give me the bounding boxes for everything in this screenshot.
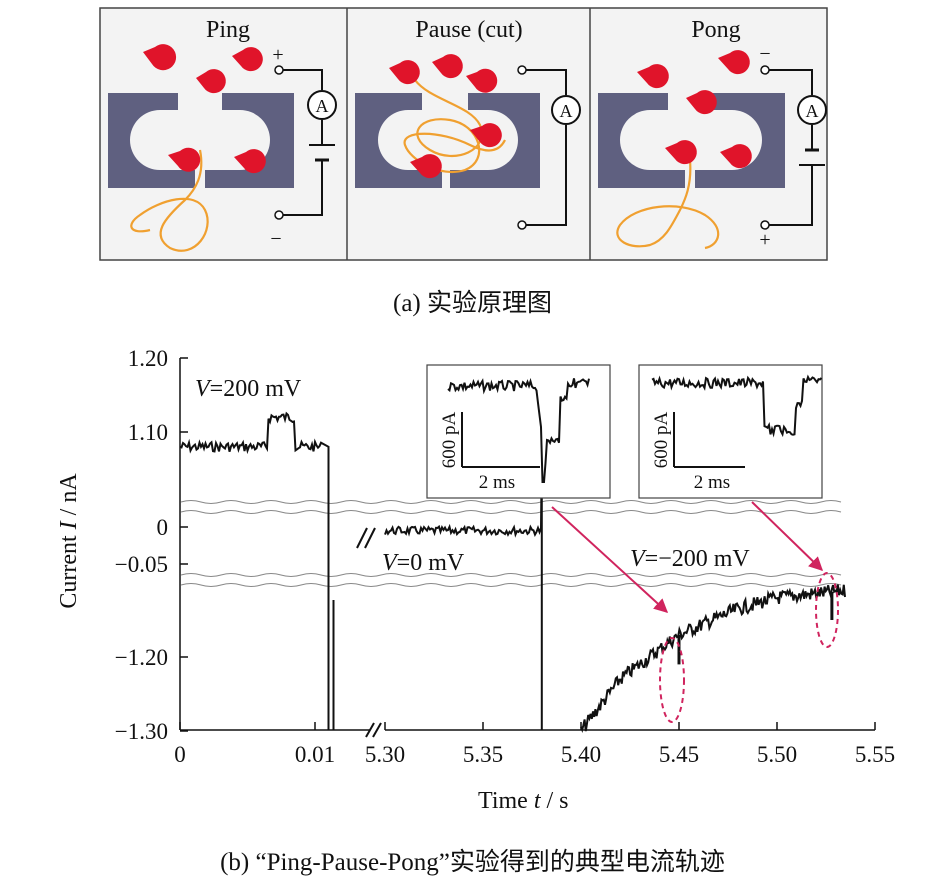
inset-left: 600 pA 2 ms <box>426 364 611 499</box>
schematic-frame <box>99 7 828 261</box>
x-tick-label: 5.30 <box>365 742 405 767</box>
event-highlight <box>815 572 839 648</box>
dna-strand <box>616 159 720 250</box>
ping-panel: Ping A + − <box>108 17 337 252</box>
schematic-panel: Ping A + − Pause (cut) <box>99 7 828 261</box>
y-tick-label: −0.05 <box>115 552 168 577</box>
pacman-particle <box>466 68 498 93</box>
pacman-particle <box>432 54 463 79</box>
zoom-arrow <box>751 501 824 571</box>
pong-panel: Pong A − + <box>598 17 827 251</box>
pacman-particle <box>234 149 266 174</box>
pacman-particle <box>665 140 697 165</box>
x-ticks: 0 0.01 5.30 5.35 5.40 5.45 5.50 5.55 <box>174 722 895 767</box>
event-highlight <box>659 637 685 723</box>
inset-trace <box>447 377 590 483</box>
panel-title: Ping <box>206 17 250 43</box>
y-tick-label: 1.20 <box>128 346 168 371</box>
ammeter-label: A <box>316 96 329 116</box>
terminal <box>517 220 527 230</box>
circuit <box>768 69 813 226</box>
ammeter-label: A <box>560 101 573 121</box>
pacman-particle <box>718 50 750 75</box>
scale-label-y: 600 pA <box>439 411 460 468</box>
pacman-particle <box>410 154 442 179</box>
trace-segment <box>179 411 335 730</box>
y-tick-label: 0 <box>157 515 169 540</box>
voltage-label: V=200 mV <box>195 376 302 402</box>
scale-label-y: 600 pA <box>651 411 672 468</box>
scale-label-x: 2 ms <box>694 472 730 493</box>
scale-label-x: 2 ms <box>479 472 515 493</box>
terminal <box>760 220 770 230</box>
pacman-particle <box>637 64 669 89</box>
y-axis-label: Current I / nA <box>56 473 82 609</box>
x-tick-label: 0 <box>174 742 186 767</box>
terminal <box>760 65 770 75</box>
y-tick-label: −1.30 <box>115 719 168 744</box>
ammeter-icon <box>551 95 581 125</box>
terminal <box>274 65 284 75</box>
y-axis-break <box>180 500 842 514</box>
polarity-sign: + <box>759 229 770 251</box>
nanopore-chamber <box>598 93 785 188</box>
pacman-particle <box>720 144 752 169</box>
panel-title: Pause (cut) <box>415 17 522 43</box>
polarity-sign: + <box>272 44 283 66</box>
dna-strand <box>130 149 209 252</box>
nanopore-chamber <box>355 93 540 188</box>
current-trace-chart: 0 0.01 5.30 5.35 5.40 5.45 5.50 5.55 1.201.100−… <box>56 346 895 814</box>
pause-panel: Pause (cut) A <box>355 17 581 230</box>
ammeter-icon <box>307 90 337 120</box>
x-tick-label: 5.50 <box>757 742 797 767</box>
polarity-sign: − <box>759 43 770 65</box>
pacman-particle <box>686 90 717 115</box>
y-ticks: 1.20 1.10 0 −0.05 −1.20 −1.30 <box>115 346 188 744</box>
pacman-particle <box>470 123 502 148</box>
x-tick-label: 5.40 <box>561 742 601 767</box>
y-tick-label: 1.10 <box>128 420 168 445</box>
y-axis-break <box>180 573 842 587</box>
inset-right: 600 pA 2 ms <box>638 364 823 499</box>
x-tick-label: 5.45 <box>659 742 699 767</box>
x-tick-label: 5.55 <box>855 742 895 767</box>
pacman-particle <box>143 44 177 71</box>
traces <box>179 411 846 733</box>
panel-title: Pong <box>691 17 740 43</box>
terminal <box>517 65 527 75</box>
zoom-arrow <box>551 506 669 613</box>
y-tick-label: −1.20 <box>115 645 168 670</box>
voltage-label: V=0 mV <box>382 550 465 576</box>
polarity-sign: − <box>270 228 281 250</box>
x-tick-label: 5.35 <box>463 742 503 767</box>
x-axis-label: Time t / s <box>478 788 569 814</box>
trace-segment <box>384 454 543 730</box>
trace-segment <box>580 584 846 733</box>
nanopore-chamber <box>108 93 294 188</box>
caption-a: (a) 实验原理图 <box>393 290 552 317</box>
pacman-particle <box>196 69 226 94</box>
circuit <box>282 69 323 216</box>
pacman-particle <box>232 47 263 72</box>
inset-trace <box>651 374 823 438</box>
voltage-label: V=−200 mV <box>630 546 750 572</box>
x-axis-break <box>356 527 382 738</box>
ammeter-icon <box>797 95 827 125</box>
x-tick-label: 0.01 <box>295 742 335 767</box>
pacman-particle <box>168 147 201 172</box>
caption-b: (b) “Ping-Pause-Pong”实验得到的典型电流轨迹 <box>220 849 725 876</box>
pacman-particle <box>389 60 420 85</box>
circuit <box>525 69 567 226</box>
ammeter-label: A <box>806 101 819 121</box>
terminal <box>274 210 284 220</box>
